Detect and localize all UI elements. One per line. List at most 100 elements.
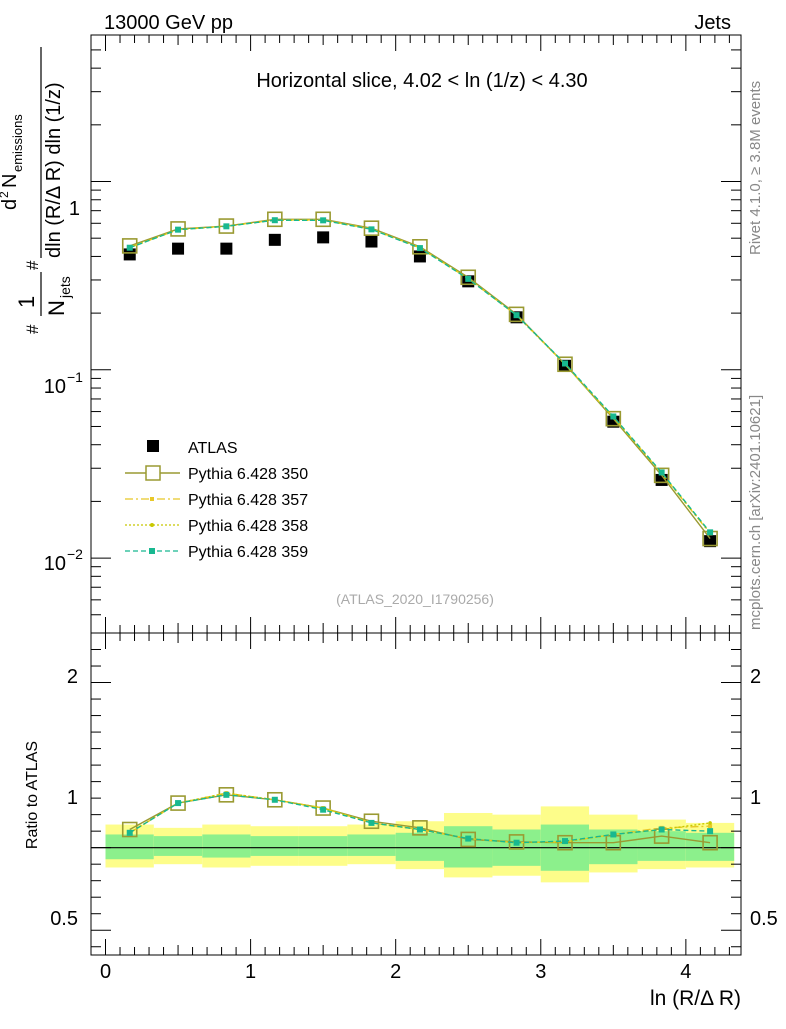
main-point-359 bbox=[126, 244, 133, 251]
main-point-359 bbox=[513, 312, 520, 319]
legend-label-359: Pythia 6.428 359 bbox=[188, 544, 308, 561]
main-point-350 bbox=[412, 239, 428, 255]
legend-entry-358: Pythia 6.428 358 bbox=[125, 518, 308, 535]
ratio-point-359 bbox=[416, 826, 423, 833]
legend-marker-350 bbox=[145, 465, 161, 481]
ratio-point-359 bbox=[126, 829, 133, 836]
ratio-y-tick-label-right-2: 2 bbox=[750, 666, 761, 688]
ratio-point-359 bbox=[368, 819, 375, 826]
main-point-359 bbox=[707, 529, 714, 536]
ylabel-frac2-num-sup: 2 bbox=[0, 191, 11, 198]
legend-marker-359 bbox=[149, 548, 155, 554]
legend-marker-357 bbox=[150, 497, 154, 501]
ratio-band-stat bbox=[105, 834, 154, 860]
legend-marker-atlas bbox=[147, 440, 159, 452]
ratio-point-357 bbox=[708, 824, 713, 829]
main-point-359 bbox=[465, 275, 472, 282]
ylabel-frac2-num-d: d bbox=[0, 199, 21, 210]
main-point-350 bbox=[460, 269, 477, 286]
ylabel-frac1-den: N bbox=[44, 300, 69, 316]
ratio-axis-ticks bbox=[91, 633, 741, 955]
main-point-atlas bbox=[413, 250, 426, 263]
x-tick-labels: 0 1 2 3 4 bbox=[100, 961, 691, 983]
main-point-359 bbox=[658, 469, 665, 476]
y-tick-label-0.1: 10 bbox=[44, 376, 66, 398]
main-point-350 bbox=[557, 356, 573, 373]
ratio-point-359 bbox=[513, 839, 520, 846]
ratio-point-350 bbox=[170, 795, 186, 811]
main-axis-ticks bbox=[91, 34, 741, 634]
main-point-359 bbox=[416, 245, 423, 252]
ratio-point-359 bbox=[223, 791, 230, 798]
main-point-359 bbox=[562, 360, 569, 367]
ratio-y-tick-label-right-1: 1 bbox=[750, 787, 761, 809]
main-point-atlas bbox=[704, 535, 717, 548]
main-point-359 bbox=[271, 217, 278, 224]
ratio-point-359 bbox=[562, 838, 569, 845]
ratio-band-stat bbox=[250, 836, 299, 856]
mcplots-label: mcplots.cern.ch [arXiv:2401.10621] bbox=[747, 395, 764, 630]
y-tick-label-0.01: 10 bbox=[44, 553, 66, 575]
main-series-layer bbox=[121, 211, 718, 548]
ratio-y-tick-label-1: 1 bbox=[67, 787, 78, 809]
main-point-359 bbox=[320, 217, 327, 224]
ylabel-frac2-num-sub: emissions bbox=[10, 114, 25, 172]
ylabel-hash-1: # bbox=[23, 324, 42, 334]
main-point-atlas bbox=[172, 242, 185, 255]
ylabel-frac1-den-sub: jets bbox=[57, 276, 73, 299]
main-line-359 bbox=[129, 219, 711, 533]
ratio-point-350 bbox=[121, 821, 138, 838]
main-point-350 bbox=[605, 410, 622, 427]
main-point-atlas bbox=[365, 235, 378, 248]
ratio-point-359 bbox=[175, 800, 182, 807]
main-point-atlas bbox=[317, 231, 330, 244]
main-line-350 bbox=[129, 218, 711, 539]
main-point-350 bbox=[653, 467, 670, 484]
analysis-watermark: (ATLAS_2020_I1790256) bbox=[336, 591, 494, 607]
legend-label-357: Pythia 6.428 357 bbox=[188, 492, 308, 509]
ratio-point-359 bbox=[707, 828, 714, 835]
ratio-point-359 bbox=[465, 835, 472, 842]
rivet-label: Rivet 4.1.0, ≥ 3.8M events bbox=[747, 81, 764, 255]
main-point-359 bbox=[175, 226, 182, 233]
x-tick-label: 1 bbox=[245, 961, 256, 983]
legend-label-350: Pythia 6.428 350 bbox=[188, 466, 308, 483]
header-left: 13000 GeV pp bbox=[104, 12, 233, 34]
y-tick-label-1: 1 bbox=[69, 198, 80, 220]
x-tick-label: 3 bbox=[535, 961, 546, 983]
ratio-series-layer bbox=[121, 787, 718, 851]
ratio-point-359 bbox=[271, 796, 278, 803]
main-point-350 bbox=[508, 306, 525, 323]
legend-marker-358 bbox=[150, 523, 154, 527]
x-axis-label: ln (R/Δ R) bbox=[650, 987, 741, 1010]
legend-label-atlas: ATLAS bbox=[188, 440, 238, 457]
ratio-point-359 bbox=[320, 806, 327, 813]
legend-entry-atlas: ATLAS bbox=[147, 440, 238, 457]
ratio-y-axis-label: Ratio to ATLAS bbox=[24, 741, 41, 849]
ratio-point-359 bbox=[658, 826, 665, 833]
header-right: Jets bbox=[694, 12, 731, 34]
ratio-panel-frame bbox=[90, 632, 742, 956]
legend-entry-350: Pythia 6.428 350 bbox=[125, 465, 308, 483]
ratio-point-350 bbox=[267, 791, 283, 808]
y-tick-label-0.01-exponent: −2 bbox=[67, 546, 83, 562]
legend: ATLAS Pythia 6.428 350 Pythia 6.428 357 … bbox=[125, 440, 308, 561]
main-title: Horizontal slice, 4.02 < ln (1/z) < 4.30 bbox=[256, 70, 587, 92]
ylabel-hash-2: # bbox=[23, 260, 42, 270]
ratio-y-tick-label-0.5: 0.5 bbox=[50, 908, 78, 930]
legend-entry-357: Pythia 6.428 357 bbox=[125, 492, 308, 509]
ylabel-frac2-num-N: N bbox=[0, 174, 21, 188]
ratio-point-350 bbox=[557, 834, 573, 851]
ratio-band-stat bbox=[347, 834, 396, 856]
main-point-atlas bbox=[123, 248, 136, 261]
legend-label-358: Pythia 6.428 358 bbox=[188, 518, 308, 535]
ylabel-frac2-den: dln (R/Δ R) dln (1/z) bbox=[43, 82, 65, 258]
x-tick-label: 2 bbox=[390, 961, 401, 983]
ratio-point-359 bbox=[610, 831, 617, 838]
main-point-350 bbox=[315, 211, 331, 228]
main-y-axis-label: # 1 N jets # d 2 N emissions dln (R/Δ R)… bbox=[0, 47, 73, 334]
main-point-350 bbox=[363, 220, 380, 236]
y-tick-label-0.1-exponent: −1 bbox=[67, 369, 83, 385]
ratio-point-350 bbox=[702, 834, 718, 851]
